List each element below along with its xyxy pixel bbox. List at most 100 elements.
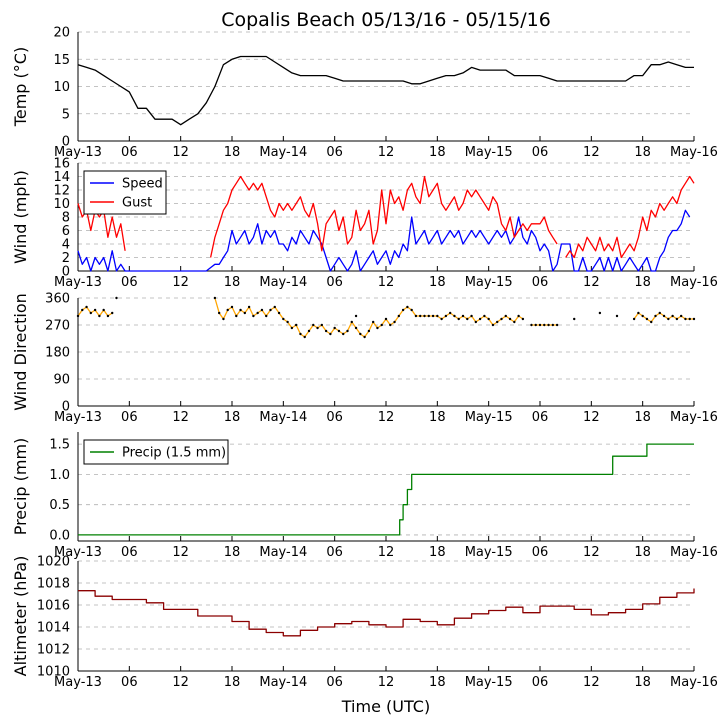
direction-direction-point: [641, 314, 644, 318]
direction-direction-point: [256, 311, 259, 315]
direction-direction-point: [466, 317, 469, 321]
direction-direction-point: [230, 305, 234, 309]
temp-y-tick-label: 10: [53, 80, 70, 95]
direction-direction-point: [363, 335, 366, 339]
temp-x-tick-label: May-13: [54, 145, 102, 160]
direction-direction-point: [333, 326, 336, 330]
direction-direction-point: [98, 314, 101, 318]
direction-direction-isolated-point: [115, 296, 118, 300]
wind-y-tick-label: 0: [62, 265, 70, 280]
wind-y-tick-label: 8: [62, 211, 70, 226]
precip-x-tick-label: 18: [429, 545, 446, 560]
direction-direction-point: [551, 323, 555, 327]
panel-temp: 0 5 10 15 20 May-13 06 12 18 May-14 06 12 18 May-15 06…: [11, 26, 718, 161]
direction-direction-point: [667, 317, 670, 321]
direction-direction-point: [265, 314, 268, 318]
x-axis-title: Time (UTC): [341, 697, 430, 716]
wind-y-tick-label: 10: [53, 197, 70, 212]
altimeter-x-tick-label: 12: [378, 675, 395, 690]
precip-y-tick-label: 0.5: [49, 498, 70, 513]
direction-direction-point: [247, 305, 251, 309]
direction-x-tick-label: 18: [634, 410, 651, 425]
direction-direction-point: [273, 305, 276, 309]
altimeter-x-tick-label: 06: [121, 675, 138, 690]
wind-x-tick-label: 06: [121, 275, 138, 290]
direction-direction-point: [81, 308, 84, 312]
direction-direction-point: [337, 329, 341, 333]
temp-y-axis-title: Temp (°C): [11, 47, 30, 127]
direction-direction-point: [470, 314, 473, 318]
altimeter-x-tick-label: May-15: [465, 675, 513, 690]
wind-y-tick-label: 4: [62, 238, 70, 253]
temp-x-tick-label: May-14: [259, 145, 307, 160]
altimeter-x-tick-label: 12: [172, 675, 189, 690]
direction-direction-point: [269, 308, 272, 312]
direction-y-tick-label: 270: [45, 319, 70, 334]
direction-direction-point: [448, 311, 452, 315]
direction-direction-point: [504, 314, 507, 318]
direction-direction-point: [530, 323, 533, 327]
direction-direction-point: [538, 323, 542, 327]
direction-direction-point: [312, 323, 315, 327]
precip-x-tick-label: 06: [326, 545, 343, 560]
temp-y-tick-label: 5: [62, 107, 70, 122]
wind-y-tick-label: 14: [53, 170, 70, 185]
wind-x-tick-label: 12: [172, 275, 189, 290]
direction-direction-point: [213, 296, 217, 300]
altimeter-y-axis-title: Altimeter (hPa): [11, 556, 30, 677]
precip-x-tick-label: 12: [378, 545, 395, 560]
altimeter-x-tick-label: 06: [532, 675, 549, 690]
direction-direction-point: [359, 332, 362, 336]
precip-y-tick-label: 1.0: [49, 468, 70, 483]
direction-direction-point: [500, 317, 503, 321]
direction-direction-point: [354, 326, 358, 330]
wind-y-tick-label: 12: [53, 184, 70, 199]
altimeter-x-tick-label: 12: [583, 675, 600, 690]
wind-x-tick-label: May-14: [259, 275, 307, 290]
direction-direction-point: [243, 311, 247, 315]
temp-y-tick-label: 15: [53, 53, 70, 68]
direction-direction-point: [350, 320, 353, 324]
direction-direction-point: [85, 305, 88, 309]
direction-direction-point: [235, 314, 238, 318]
altimeter-y-tick-label: 1010: [37, 665, 70, 680]
precip-x-tick-label: 18: [634, 545, 651, 560]
direction-direction-point: [226, 308, 229, 312]
direction-direction-point: [632, 317, 636, 321]
direction-direction-line: [633, 312, 694, 323]
direction-direction-point: [406, 305, 409, 309]
direction-direction-point: [371, 320, 375, 324]
wind-gust-line: [565, 175, 695, 259]
direction-direction-point: [684, 317, 687, 321]
direction-direction-point: [294, 323, 298, 327]
precip-y-tick-label: 0.0: [49, 528, 70, 543]
altimeter-y-tick-label: 1012: [37, 643, 70, 658]
direction-direction-point: [380, 323, 383, 327]
direction-direction-point: [106, 314, 110, 318]
direction-x-tick-label: 12: [172, 410, 189, 425]
precip-precip-1-5-mm-line: [78, 443, 694, 536]
direction-direction-point: [521, 317, 525, 321]
panel-direction: 0 90 180 270 360 May-13 06 12 18 May-14 06 12 18 May-…: [11, 292, 718, 426]
temp-x-tick-label: 06: [121, 145, 138, 160]
temp-x-tick-label: May-15: [465, 145, 513, 160]
temp-x-tick-label: 12: [172, 145, 189, 160]
direction-y-tick-label: 0: [62, 400, 70, 415]
direction-direction-point: [679, 314, 683, 318]
direction-direction-line: [77, 306, 113, 317]
direction-direction-point: [671, 314, 674, 318]
wind-x-tick-label: May-13: [54, 275, 102, 290]
temp-x-tick-label: 18: [634, 145, 651, 160]
precip-x-tick-label: May-15: [465, 545, 513, 560]
direction-direction-point: [307, 329, 311, 333]
wind-x-tick-label: 18: [634, 275, 651, 290]
direction-direction-point: [282, 317, 285, 321]
direction-direction-point: [384, 317, 388, 321]
direction-direction-point: [517, 314, 520, 318]
direction-direction-point: [316, 326, 319, 330]
direction-x-tick-label: May-13: [54, 410, 102, 425]
direction-direction-point: [543, 323, 546, 327]
direction-direction-point: [654, 314, 657, 318]
direction-direction-point: [508, 317, 512, 321]
